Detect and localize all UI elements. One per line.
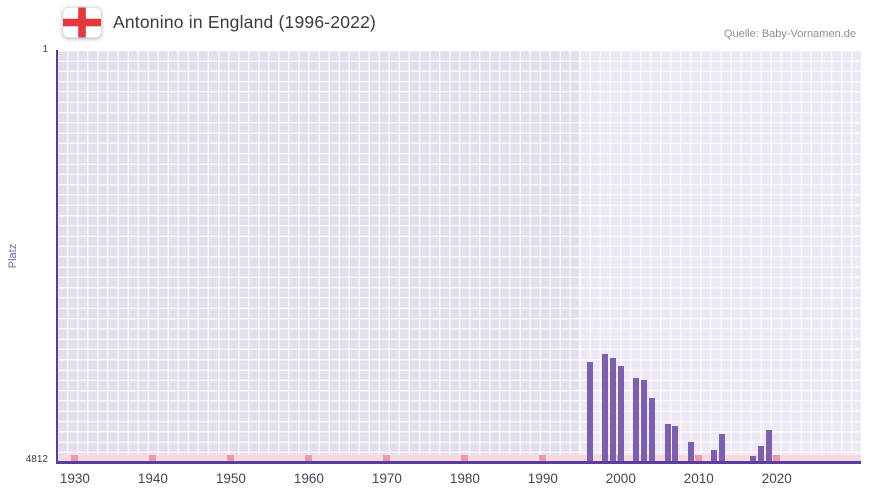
- x-tick-label: 2000: [605, 471, 636, 486]
- no-data-mark: [773, 455, 781, 462]
- rank-bar: [664, 424, 671, 462]
- no-data-mark: [539, 455, 547, 462]
- y-tick-bottom: 4812: [25, 454, 48, 465]
- no-data-mark: [227, 455, 235, 462]
- x-tick-label: 1970: [371, 471, 402, 486]
- y-axis-line: [56, 50, 58, 462]
- x-tick-label: 1980: [449, 471, 480, 486]
- rank-bar: [633, 377, 640, 462]
- x-tick-label: 1950: [215, 471, 246, 486]
- rank-bar: [711, 449, 718, 462]
- no-data-mark: [71, 455, 79, 462]
- x-axis-tick-labels: 1930 1940 1950 1960 1970 1980 1990 2000 2010 2020: [57, 471, 861, 493]
- rank-bar: [765, 430, 772, 462]
- x-tick-label: 2020: [761, 471, 792, 486]
- no-data-strip: [57, 455, 861, 462]
- rank-bar: [649, 398, 655, 462]
- rank-bar: [610, 358, 616, 462]
- x-tick-label: 1940: [137, 471, 168, 486]
- rank-bar: [602, 353, 609, 462]
- x-axis-line: [56, 461, 861, 464]
- plot-area: [57, 50, 861, 462]
- x-tick-label: 2010: [683, 471, 714, 486]
- england-flag-icon: [62, 6, 102, 39]
- grid-lines: [57, 50, 861, 462]
- rank-bar: [719, 433, 726, 462]
- chart-title: Antonino in England (1996-2022): [113, 12, 377, 32]
- y-axis-title: Platz: [7, 243, 19, 269]
- rank-bar: [617, 365, 624, 462]
- no-data-mark: [149, 455, 157, 462]
- x-tick-label: 1990: [527, 471, 558, 486]
- rank-bar: [758, 445, 765, 462]
- no-data-mark: [383, 455, 391, 462]
- x-tick-label: 1930: [59, 471, 90, 486]
- rank-bar: [672, 425, 679, 462]
- no-data-mark: [461, 455, 469, 462]
- source-attribution: Quelle: Baby-Vornamen.de: [723, 28, 856, 40]
- no-data-mark: [305, 455, 313, 462]
- rank-bar: [586, 361, 593, 462]
- rank-bar: [750, 455, 757, 462]
- rank-bar: [687, 442, 694, 462]
- y-tick-top: 1: [42, 44, 48, 55]
- no-data-mark: [695, 455, 703, 462]
- rank-bar: [641, 380, 648, 462]
- x-tick-label: 1960: [293, 471, 324, 486]
